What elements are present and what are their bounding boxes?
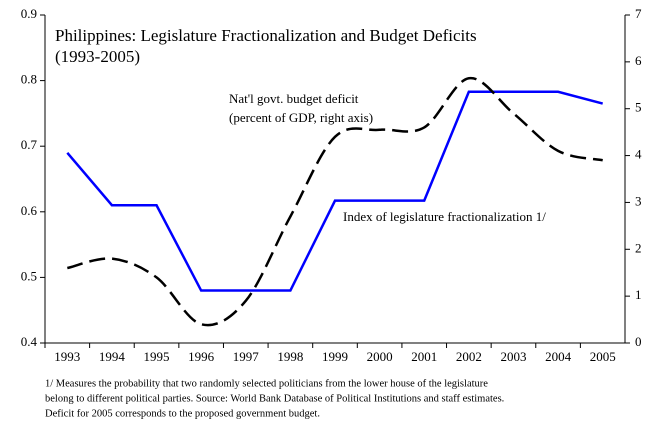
y2-tick-label: 5 xyxy=(635,100,642,115)
x-tick-label: 1994 xyxy=(99,349,126,364)
y2-tick-label: 7 xyxy=(635,6,642,21)
footnote: 1/ Measures the probability that two ran… xyxy=(45,378,488,389)
x-tick-label: 2003 xyxy=(500,349,526,364)
chart-title: (1993-2005) xyxy=(55,47,140,66)
y2-tick-label: 0 xyxy=(635,334,642,349)
footnote: Deficit for 2005 corresponds to the prop… xyxy=(45,408,320,419)
x-tick-label: 2005 xyxy=(590,349,616,364)
series-line xyxy=(67,77,603,327)
x-tick-label: 1995 xyxy=(144,349,170,364)
y-tick-label: 0.9 xyxy=(21,6,37,21)
x-tick-label: 1998 xyxy=(277,349,303,364)
x-tick-label: 2000 xyxy=(367,349,393,364)
annotation: Index of legislature fractionalization 1… xyxy=(343,209,546,224)
y2-tick-label: 1 xyxy=(635,287,642,302)
y2-tick-label: 6 xyxy=(635,53,642,68)
x-tick-label: 1996 xyxy=(188,349,215,364)
y2-tick-label: 3 xyxy=(635,193,642,208)
y-tick-label: 0.6 xyxy=(21,203,38,218)
x-tick-label: 2001 xyxy=(411,349,437,364)
annotation: (percent of GDP, right axis) xyxy=(229,110,373,125)
footnote: belong to different political parties. S… xyxy=(45,393,504,404)
chart-title: Philippines: Legislature Fractionalizati… xyxy=(55,26,477,45)
y-tick-label: 0.7 xyxy=(21,137,38,152)
annotation: Nat'l govt. budget deficit xyxy=(229,91,359,106)
series-line xyxy=(66,90,604,292)
y-tick-label: 0.4 xyxy=(21,334,38,349)
y-tick-label: 0.8 xyxy=(21,72,37,87)
x-tick-label: 1999 xyxy=(322,349,348,364)
y2-tick-label: 4 xyxy=(635,147,642,162)
x-tick-label: 2004 xyxy=(545,349,572,364)
y-tick-label: 0.5 xyxy=(21,268,37,283)
x-tick-label: 1997 xyxy=(233,349,260,364)
x-tick-label: 2002 xyxy=(456,349,482,364)
y2-tick-label: 2 xyxy=(635,240,642,255)
x-tick-label: 1993 xyxy=(54,349,80,364)
